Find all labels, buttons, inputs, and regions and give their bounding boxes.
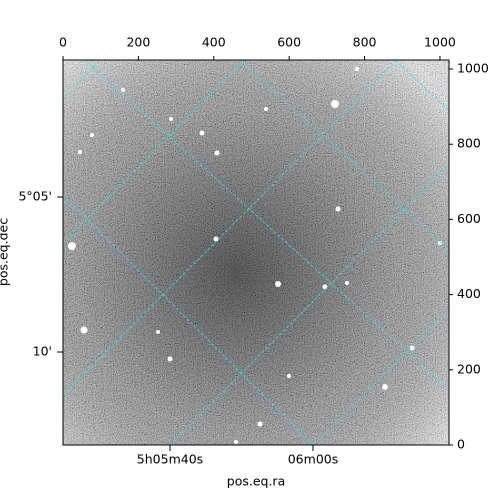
- dec-tick-label: 10': [33, 344, 52, 359]
- ra-tick-label: 5h05m40s: [137, 452, 203, 467]
- y-tick-label: 600: [457, 211, 481, 226]
- world-ticks: [57, 196, 314, 451]
- y-tick-label: 1000: [457, 61, 489, 76]
- stars: [68, 67, 442, 444]
- y-tick-label: 0: [457, 437, 465, 452]
- x-tick-label: 200: [126, 35, 150, 50]
- dec-tick-label: 5°05': [18, 189, 52, 204]
- sky-image: [63, 60, 449, 445]
- y-tick-label: 200: [457, 361, 481, 376]
- y-axis-label: pos.eq.dec: [0, 218, 11, 286]
- y-tick-label: 800: [457, 136, 481, 151]
- frame: [62, 59, 450, 446]
- x-tick-label: 600: [277, 35, 301, 50]
- coordinate-grid: [63, 60, 449, 445]
- ra-tick-label: 06m00s: [288, 452, 339, 467]
- x-tick-label: 800: [353, 35, 377, 50]
- x-tick-label: 0: [59, 35, 67, 50]
- x-axis-label: pos.eq.ra: [227, 474, 285, 489]
- x-tick-label: 1000: [424, 35, 456, 50]
- y-tick-label: 400: [457, 286, 481, 301]
- x-tick-label: 400: [202, 35, 226, 50]
